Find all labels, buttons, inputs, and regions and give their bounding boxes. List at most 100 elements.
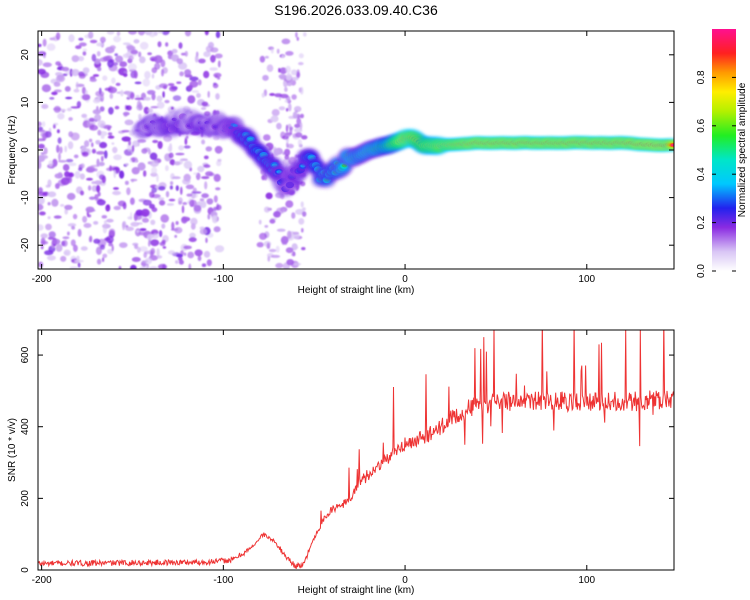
speckle-blob <box>264 55 269 59</box>
speckle-blob <box>72 213 78 220</box>
speckle-blob <box>97 191 101 197</box>
speckle-blob <box>67 141 74 150</box>
speckle-blob <box>259 55 266 63</box>
speckle-blob <box>128 140 132 146</box>
speckle-blob <box>114 105 120 110</box>
speckle-blob <box>89 39 98 44</box>
speckle-blob <box>53 124 56 129</box>
speckle-blob <box>158 197 165 201</box>
speckle-blob <box>213 226 221 233</box>
speckle-blob <box>74 171 81 179</box>
speckle-blob <box>213 82 217 86</box>
speckle-blob <box>156 255 163 259</box>
speckle-blob <box>60 204 65 207</box>
speckle-blob <box>165 165 169 172</box>
speckle-blob <box>175 152 185 156</box>
speckle-blob <box>47 236 54 240</box>
speckle-blob <box>134 244 139 250</box>
speckle-blob <box>64 145 68 153</box>
speckle-blob <box>125 226 134 231</box>
speckle-blob <box>111 142 115 145</box>
y-tick-label: 20 <box>20 49 31 61</box>
snr-panel: -200 -100 0 100 0 200 400 600 Height of straig… <box>7 329 675 596</box>
speckle-blob <box>197 79 202 86</box>
speckle-blob <box>259 232 267 240</box>
speckle-blob <box>286 259 295 266</box>
speckle-blob <box>40 233 48 239</box>
x-tick-label: -200 <box>32 575 52 586</box>
speckle-blob <box>185 184 195 190</box>
speckle-blob <box>105 46 115 54</box>
speckle-blob <box>162 91 165 98</box>
speckle-blob <box>207 90 210 98</box>
speckle-blob <box>100 244 105 250</box>
speckle-blob <box>288 103 292 112</box>
speckle-blob <box>159 200 166 206</box>
speckle-blob <box>119 242 128 249</box>
speckle-blob <box>200 200 207 209</box>
speckle-blob <box>111 77 116 84</box>
speckle-blob <box>38 160 42 170</box>
speckle-blob <box>40 240 49 245</box>
speckle-blob <box>302 211 307 217</box>
speckle-blob <box>169 85 178 92</box>
speckle-blob <box>130 221 140 227</box>
speckle-blob <box>137 162 146 171</box>
speckle-blob <box>139 41 149 50</box>
speckle-blob <box>151 92 156 101</box>
speckle-blob <box>298 53 304 59</box>
speckle-blob <box>42 38 47 47</box>
speckle-blob <box>176 58 183 65</box>
speckle-blob <box>79 173 85 180</box>
speckle-blob <box>73 244 78 252</box>
speckle-blob <box>56 144 60 153</box>
speckle-blob <box>38 224 44 231</box>
speckle-blob <box>137 31 146 36</box>
speckle-blob <box>89 78 97 82</box>
speckle-blob <box>122 221 126 231</box>
speckle-blob <box>139 246 148 252</box>
speckle-blob <box>168 198 176 202</box>
speckle-blob <box>262 74 269 81</box>
speckle-blob <box>111 245 114 252</box>
speckle-blob <box>157 141 163 149</box>
speckle-blob <box>92 74 100 77</box>
speckle-blob <box>137 246 141 253</box>
speckle-blob <box>89 124 99 131</box>
speckle-blob <box>97 96 101 99</box>
speckle-blob <box>38 43 42 48</box>
speckle-blob <box>38 261 44 268</box>
speckle-blob <box>125 163 129 166</box>
speckle-blob <box>133 70 138 79</box>
x-tick-label: -200 <box>32 274 52 285</box>
speckle-blob <box>119 61 128 68</box>
speckle-blob <box>91 53 97 62</box>
speckle-blob <box>178 62 188 70</box>
speckle-blob <box>181 216 188 224</box>
snr-y-ticks: 0 200 400 600 <box>20 346 674 573</box>
speckle-blob <box>41 121 46 127</box>
speckle-blob <box>130 264 137 269</box>
speckle-blob <box>173 161 181 166</box>
speckle-blob <box>188 263 192 269</box>
speckle-blob <box>156 174 159 183</box>
speckle-blob <box>149 266 158 269</box>
colorbar-label: Normalized spectral amplitude <box>737 82 748 217</box>
x-tick-label: -100 <box>213 575 233 586</box>
speckle-blob <box>65 158 74 163</box>
speckle-blob <box>189 232 196 239</box>
speckle-blob <box>113 35 121 43</box>
speckle-blob <box>144 71 151 79</box>
speckle-blob <box>96 151 105 155</box>
speckle-blob <box>60 177 70 186</box>
speckle-blob <box>290 76 299 81</box>
speckle-blob <box>130 197 135 205</box>
speckle-blob <box>270 254 281 258</box>
speckle-blob <box>97 66 102 72</box>
speckle-blob <box>166 203 175 206</box>
speckle-blob <box>127 216 133 220</box>
speckle-blob <box>185 135 189 139</box>
speckle-blob <box>281 38 291 45</box>
speckle-blob <box>180 250 184 256</box>
speckle-blob <box>143 97 151 101</box>
